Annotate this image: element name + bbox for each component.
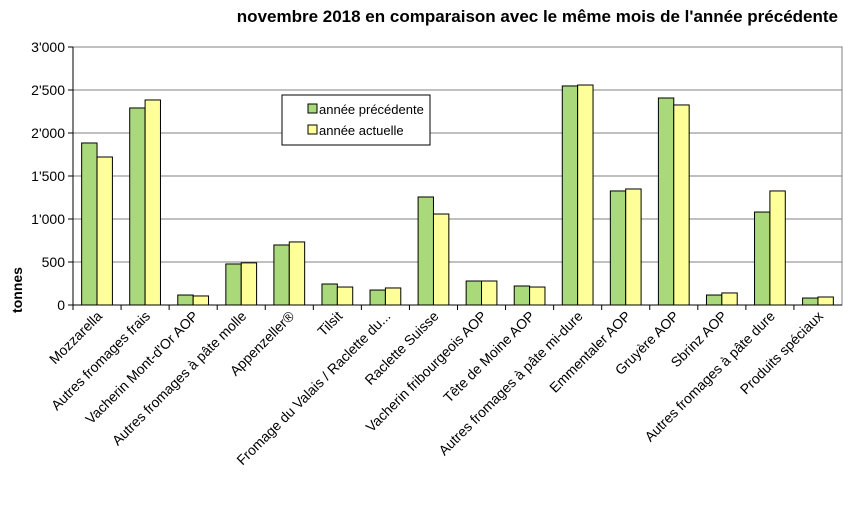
x-tick-label: Fromage du Valais / Raclette du... (233, 308, 393, 468)
y-tick-label: 3'000 (31, 39, 65, 55)
bar (802, 297, 819, 306)
y-tick-label: 500 (42, 254, 66, 270)
bar (129, 107, 146, 306)
bar (321, 283, 338, 306)
legend-swatch (307, 124, 318, 135)
bar (177, 294, 194, 306)
x-tick-label: Tête de Moine AOP (440, 308, 538, 406)
bar (769, 190, 786, 306)
bar (625, 188, 642, 306)
legend-swatch (307, 103, 318, 114)
bar (673, 104, 690, 306)
y-tick-label: 1'500 (31, 168, 65, 184)
bar (417, 196, 434, 306)
y-tick-label: 0 (57, 297, 65, 313)
legend-box (281, 94, 431, 146)
y-axis-label: tonnes (9, 267, 25, 313)
bar (336, 286, 354, 306)
bar (721, 292, 738, 306)
x-tick-label: Tilsit (314, 308, 345, 339)
bar (288, 241, 306, 306)
bar (561, 85, 579, 306)
x-tick-label: Produits spéciaux (737, 308, 826, 397)
legend-label: année précédente (319, 102, 424, 117)
bar (144, 99, 161, 306)
bar (192, 295, 210, 306)
bar (754, 211, 771, 306)
bar (225, 263, 242, 306)
legend-label: année actuelle (319, 123, 404, 138)
bar (657, 97, 675, 306)
y-tick-label: 1'000 (31, 211, 65, 227)
bar (96, 156, 113, 306)
bar (529, 286, 546, 306)
bar (465, 280, 483, 306)
x-tick-label: Emmentaler AOP (546, 308, 634, 396)
bar (817, 296, 834, 306)
bar (240, 262, 258, 306)
chart-title: novembre 2018 en comparaison avec le mêm… (237, 7, 838, 26)
y-tick-label: 2'000 (31, 125, 65, 141)
bar (384, 287, 402, 306)
bar (481, 280, 498, 306)
y-tick-label: 2'500 (31, 82, 65, 98)
bar (432, 213, 450, 306)
bar (273, 244, 290, 306)
bar (81, 142, 98, 306)
bar (513, 285, 531, 306)
bar (609, 190, 627, 306)
bar (577, 84, 594, 306)
bar (705, 294, 723, 306)
bar (369, 289, 386, 306)
